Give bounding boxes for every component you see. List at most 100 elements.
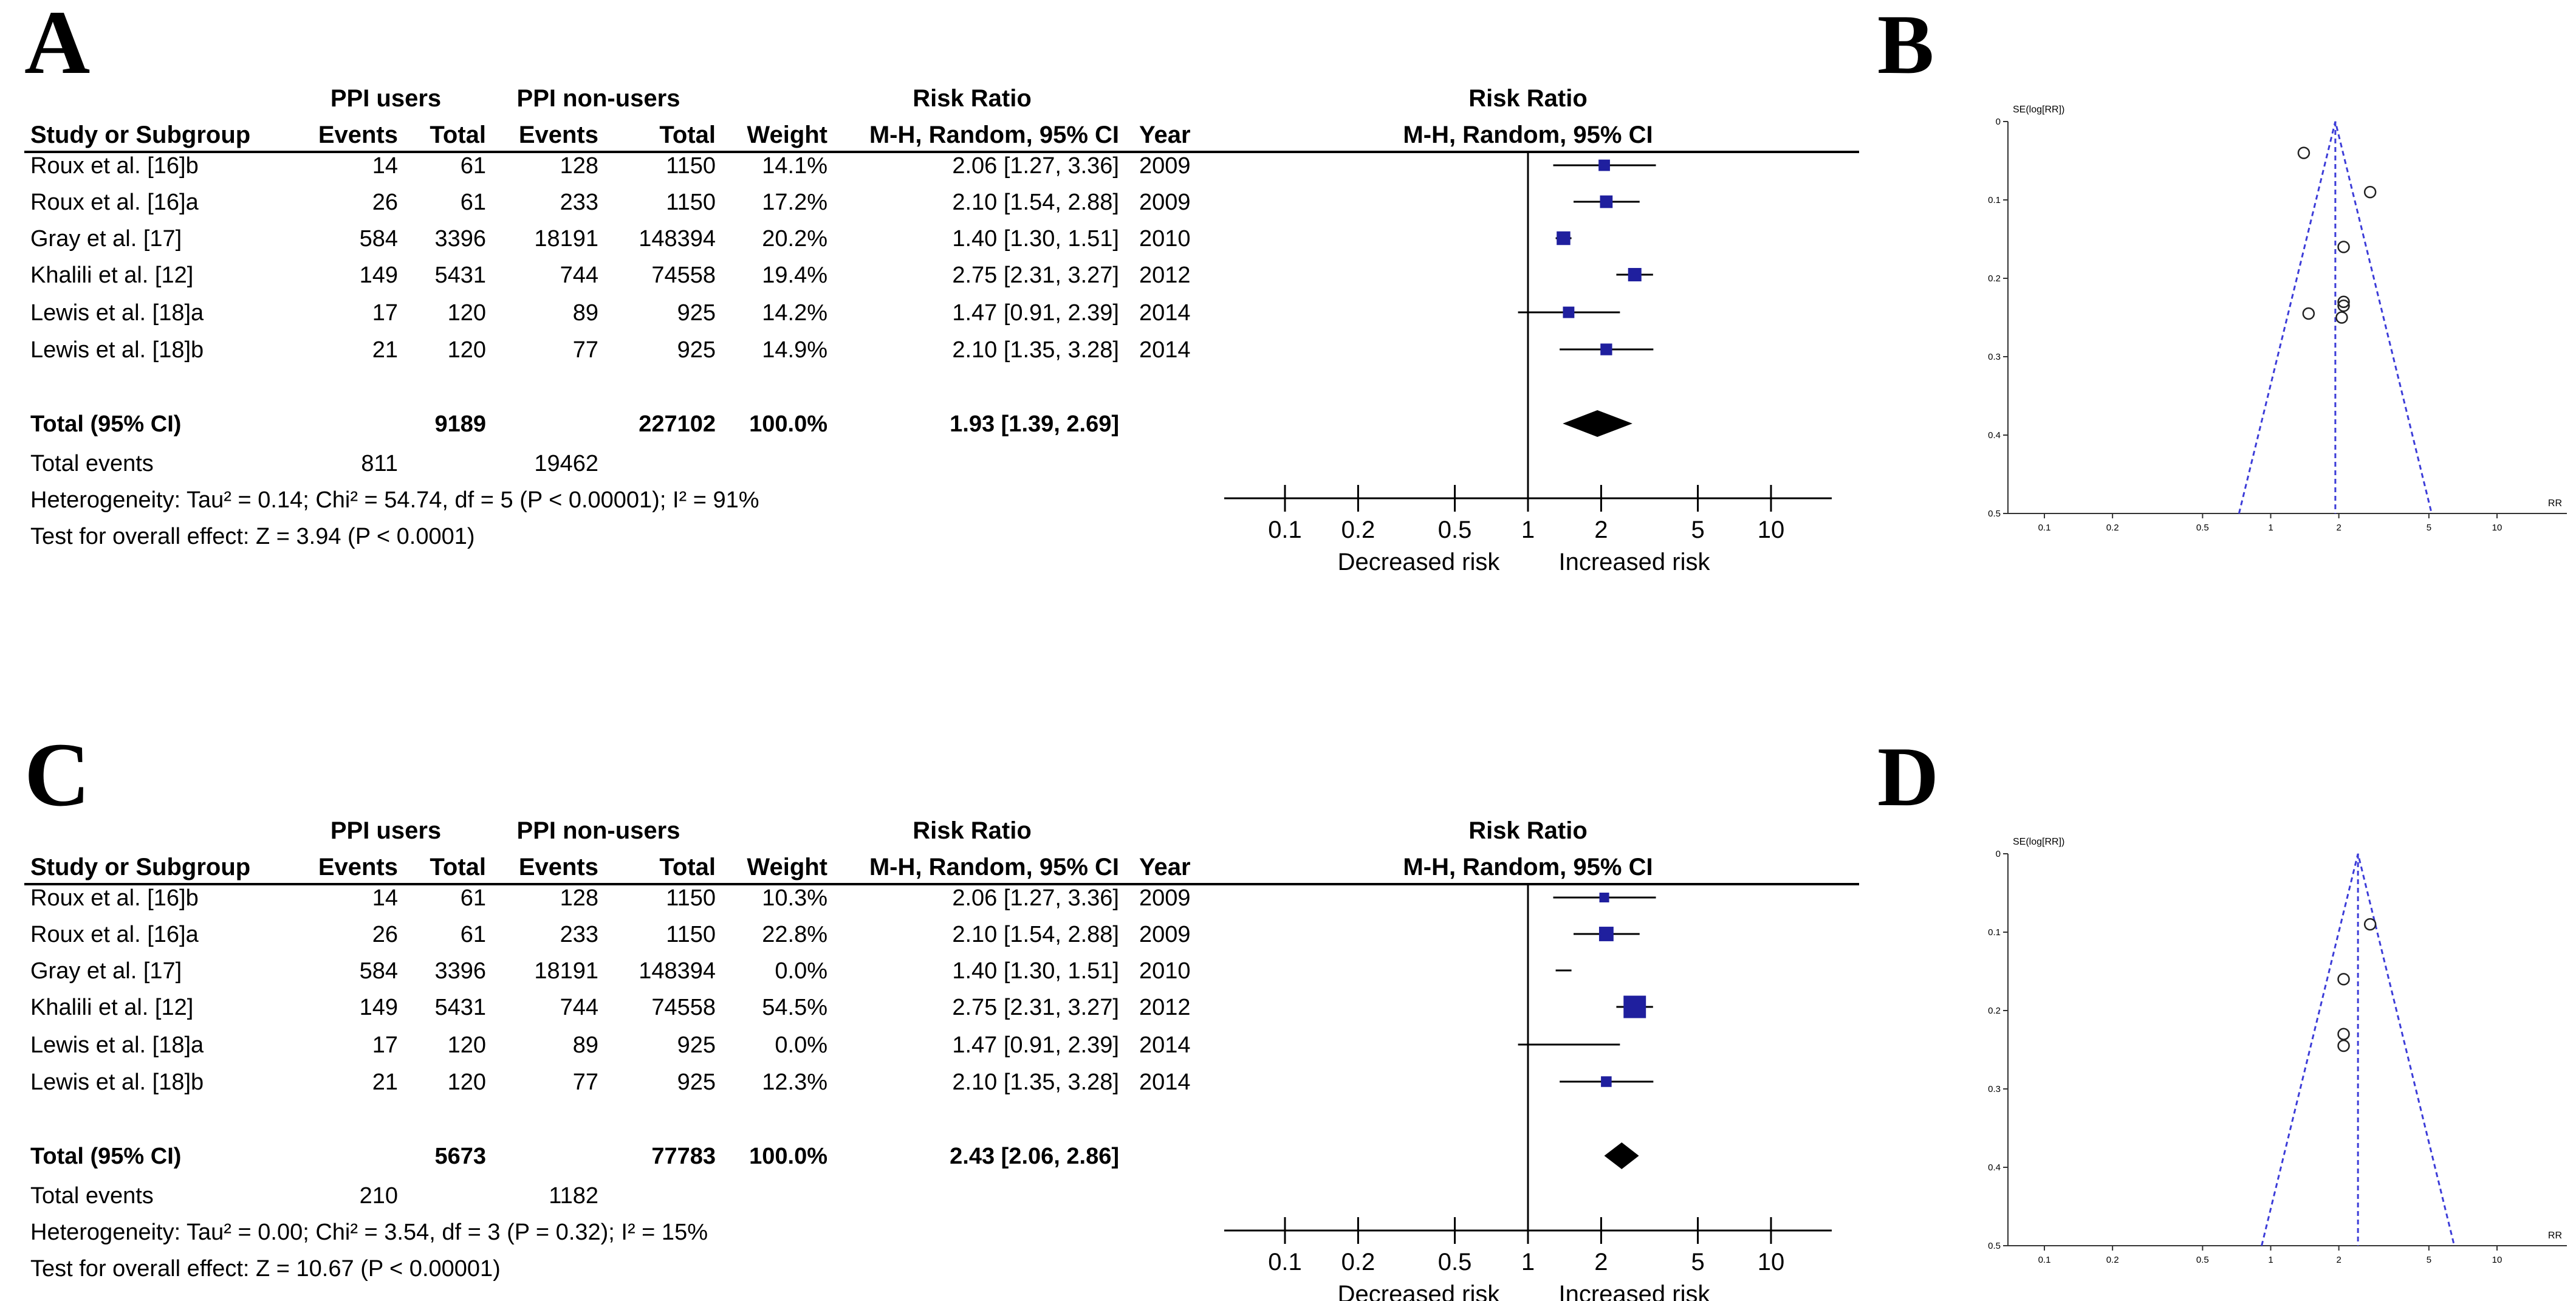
axis-tick-label: 0.1	[1268, 517, 1302, 543]
total-events-label: Total events	[30, 451, 154, 476]
study-events1: 14	[372, 153, 398, 179]
study-name: Roux et al. [16]b	[30, 885, 199, 911]
funnel-y-tick-label: 0.1	[1988, 195, 2001, 205]
study-rr-ci: 2.10 [1.35, 3.28]	[952, 337, 1119, 363]
funnel-x-tick-label: 0.2	[2106, 523, 2119, 533]
study-year: 2014	[1139, 1032, 1191, 1058]
total-events2: 19462	[534, 451, 598, 476]
axis-tick-label: 0.5	[1438, 517, 1472, 543]
header-group2: PPI non-users	[517, 85, 680, 112]
study-name: Lewis et al. [18]a	[30, 1032, 204, 1058]
study-year: 2012	[1139, 263, 1191, 288]
study-rr-ci: 2.75 [2.31, 3.27]	[952, 263, 1119, 288]
study-rr-ci: 2.10 [1.35, 3.28]	[952, 1069, 1119, 1095]
header-plot-title: Risk Ratio	[1468, 85, 1588, 112]
overall-effect-text: Test for overall effect: Z = 10.67 (P < …	[30, 1256, 501, 1282]
study-events1: 26	[372, 922, 398, 947]
study-events2: 77	[573, 337, 598, 363]
study-total2: 1150	[666, 153, 716, 179]
effect-square	[1598, 927, 1614, 941]
study-total2: 1150	[666, 885, 716, 911]
header-plot-method: M-H, Random, 95% CI	[1403, 854, 1653, 880]
axis-right-label: Increased risk	[1559, 549, 1711, 575]
header-method: M-H, Random, 95% CI	[869, 122, 1119, 148]
funnel-point	[2363, 185, 2377, 199]
study-rr-ci: 2.75 [2.31, 3.27]	[952, 995, 1119, 1020]
study-events2: 18191	[534, 958, 598, 984]
study-events2: 128	[560, 153, 598, 179]
study-events2: 18191	[534, 226, 598, 252]
effect-square	[1600, 195, 1613, 208]
study-events1: 584	[360, 226, 398, 252]
study-weight: 54.5%	[762, 995, 827, 1020]
funnel-x-label: RR	[2548, 1231, 2562, 1241]
header-group1: PPI users	[331, 85, 441, 112]
study-name: Gray et al. [17]	[30, 958, 182, 984]
study-rr-ci: 1.47 [0.91, 2.39]	[952, 1032, 1119, 1058]
funnel-x-tick-label: 0.1	[2038, 1255, 2051, 1265]
header-weight: Weight	[747, 854, 827, 880]
study-events1: 17	[372, 1032, 398, 1058]
study-events2: 233	[560, 190, 598, 215]
study-year: 2009	[1139, 885, 1191, 911]
study-rr-ci: 1.40 [1.30, 1.51]	[952, 226, 1119, 252]
funnel-point	[2337, 295, 2350, 308]
study-total2: 1150	[666, 190, 716, 215]
total-events2: 1182	[549, 1183, 598, 1209]
total-label: Total (95% CI)	[30, 411, 181, 437]
panel-label: A	[24, 0, 90, 93]
study-total2: 148394	[639, 958, 716, 984]
study-events1: 14	[372, 885, 398, 911]
total-events1: 811	[361, 451, 398, 476]
study-rr-ci: 2.06 [1.27, 3.36]	[952, 885, 1119, 911]
study-year: 2014	[1139, 1069, 1191, 1095]
study-events2: 77	[573, 1069, 598, 1095]
funnel-x-tick-label: 10	[2492, 1255, 2502, 1265]
study-year: 2014	[1139, 337, 1191, 363]
study-name: Khalili et al. [12]	[30, 263, 193, 288]
funnel-y-tick-label: 0.3	[1988, 352, 2001, 362]
header-study: Study or Subgroup	[30, 854, 250, 880]
effect-square	[1623, 995, 1646, 1018]
axis-right-label: Increased risk	[1559, 1281, 1711, 1301]
study-total1: 120	[448, 337, 486, 363]
funnel-point	[2337, 299, 2350, 312]
study-events2: 128	[560, 885, 598, 911]
study-weight: 17.2%	[762, 190, 827, 215]
study-weight: 14.9%	[762, 337, 827, 363]
heterogeneity-text: Heterogeneity: Tau² = 0.00; Chi² = 3.54,…	[30, 1220, 708, 1245]
funnel-x-tick-label: 5	[2427, 1255, 2431, 1265]
total-events-label: Total events	[30, 1183, 154, 1209]
study-events1: 17	[372, 300, 398, 326]
pooled-diamond	[1604, 1142, 1639, 1169]
study-total1: 120	[448, 1069, 486, 1095]
study-total2: 925	[677, 300, 716, 326]
header-weight: Weight	[747, 122, 827, 148]
header-events2: Events	[519, 122, 598, 148]
funnel-y-tick-label: 0.2	[1988, 1006, 2001, 1016]
study-total1: 120	[448, 300, 486, 326]
funnel-point	[2337, 241, 2350, 253]
axis-tick-label: 5	[1691, 1249, 1704, 1275]
study-total2: 74558	[651, 995, 716, 1020]
funnel-x-tick-label: 0.1	[2038, 523, 2051, 533]
header-events2: Events	[519, 854, 598, 880]
study-total2: 925	[677, 1032, 716, 1058]
effect-square	[1598, 159, 1610, 171]
study-year: 2014	[1139, 300, 1191, 326]
study-weight: 19.4%	[762, 263, 827, 288]
study-year: 2009	[1139, 153, 1191, 179]
total-n2: 77783	[651, 1144, 716, 1169]
study-events2: 233	[560, 922, 598, 947]
study-total2: 74558	[651, 263, 716, 288]
study-total1: 3396	[434, 958, 486, 984]
study-events2: 89	[573, 1032, 598, 1058]
effect-square	[1599, 892, 1609, 903]
study-year: 2010	[1139, 226, 1191, 252]
pooled-diamond	[1563, 410, 1632, 437]
study-year: 2009	[1139, 190, 1191, 215]
funnel-y-tick-label: 0.1	[1988, 927, 2001, 938]
funnel-y-tick-label: 0.5	[1988, 509, 2001, 519]
study-total2: 148394	[639, 226, 716, 252]
header-total1: Total	[430, 854, 486, 880]
